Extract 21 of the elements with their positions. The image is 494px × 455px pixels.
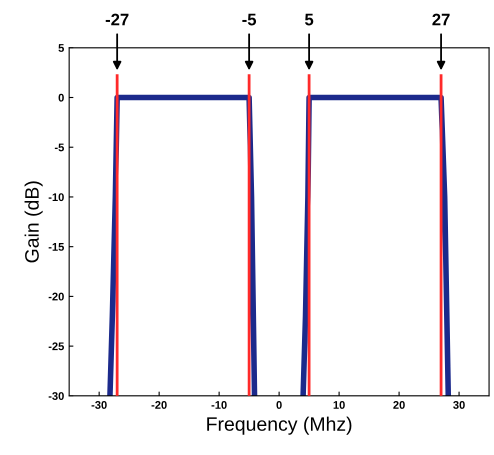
x-tick-label: 20 (393, 401, 405, 409)
y-tick-label: -20 (48, 292, 64, 301)
x-tick-label: 10 (334, 401, 345, 409)
x-axis-title: Frequency (Mhz) (207, 416, 352, 435)
ref-line-label: 5 (304, 14, 314, 26)
ref-line-label: -5 (242, 14, 256, 26)
x-tick-label: -20 (152, 401, 167, 409)
y-tick-label: 5 (58, 44, 64, 52)
y-tick-label: -10 (48, 193, 64, 202)
y-tick-label: 0 (58, 94, 64, 102)
x-tick-label: -10 (212, 401, 227, 409)
y-axis-title: Gain (dB) (24, 181, 43, 262)
ref-line-label: -27 (106, 14, 128, 26)
y-tick-label: -25 (48, 342, 64, 350)
x-tick-label: 30 (453, 401, 465, 409)
y-tick-label: -30 (48, 392, 64, 400)
x-tick-label: -30 (92, 401, 107, 409)
x-tick-label: 0 (276, 401, 282, 409)
y-tick-label: -5 (54, 144, 64, 152)
ref-line-label: 27 (432, 14, 450, 26)
y-tick-label: -15 (48, 243, 64, 251)
